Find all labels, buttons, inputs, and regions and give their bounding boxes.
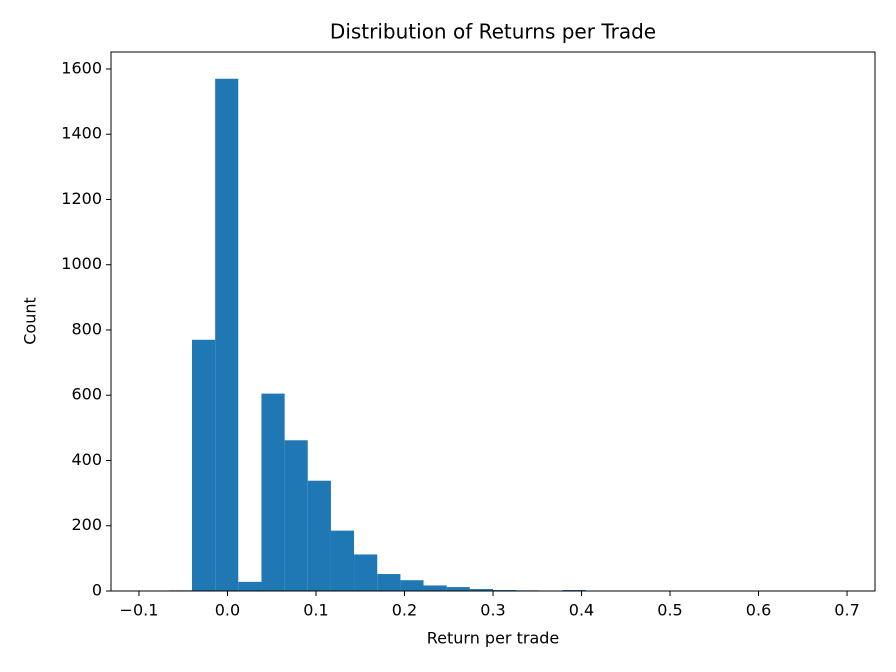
- x-tick-label: 0.0: [215, 601, 240, 620]
- bar: [400, 580, 424, 591]
- x-tick-label: 0.5: [657, 601, 682, 620]
- chart-title: Distribution of Returns per Trade: [330, 20, 656, 44]
- bar: [215, 78, 239, 592]
- x-tick-label: 0.3: [480, 601, 505, 620]
- bar: [377, 574, 401, 591]
- y-tick-label: 600: [71, 385, 102, 404]
- x-tick-label: 0.6: [746, 601, 771, 620]
- y-tick-label: 0: [92, 581, 102, 600]
- y-tick-label: 1600: [61, 58, 102, 77]
- x-tick-label: 0.1: [303, 601, 328, 620]
- bar: [284, 440, 308, 591]
- y-tick-label: 1000: [61, 254, 102, 273]
- bar: [423, 585, 447, 591]
- x-tick-label: 0.2: [392, 601, 417, 620]
- bar: [238, 581, 262, 591]
- y-tick-label: 1400: [61, 124, 102, 143]
- x-tick-label: 0.7: [834, 601, 859, 620]
- x-axis-label: Return per trade: [427, 629, 560, 648]
- y-tick-label: 1200: [61, 189, 102, 208]
- bar: [330, 530, 355, 591]
- y-axis-label: Count: [21, 297, 40, 345]
- y-tick-label: 400: [71, 450, 102, 469]
- y-tick-label: 800: [71, 319, 102, 338]
- bar: [261, 393, 285, 591]
- x-tick-label: −0.1: [120, 601, 159, 620]
- bar: [469, 589, 493, 591]
- plot-frame: [110, 51, 876, 592]
- bar: [354, 554, 378, 591]
- bar: [191, 339, 216, 591]
- bar: [446, 587, 470, 591]
- x-tick-label: 0.4: [569, 601, 594, 620]
- bar: [307, 480, 331, 591]
- y-tick-label: 200: [71, 515, 102, 534]
